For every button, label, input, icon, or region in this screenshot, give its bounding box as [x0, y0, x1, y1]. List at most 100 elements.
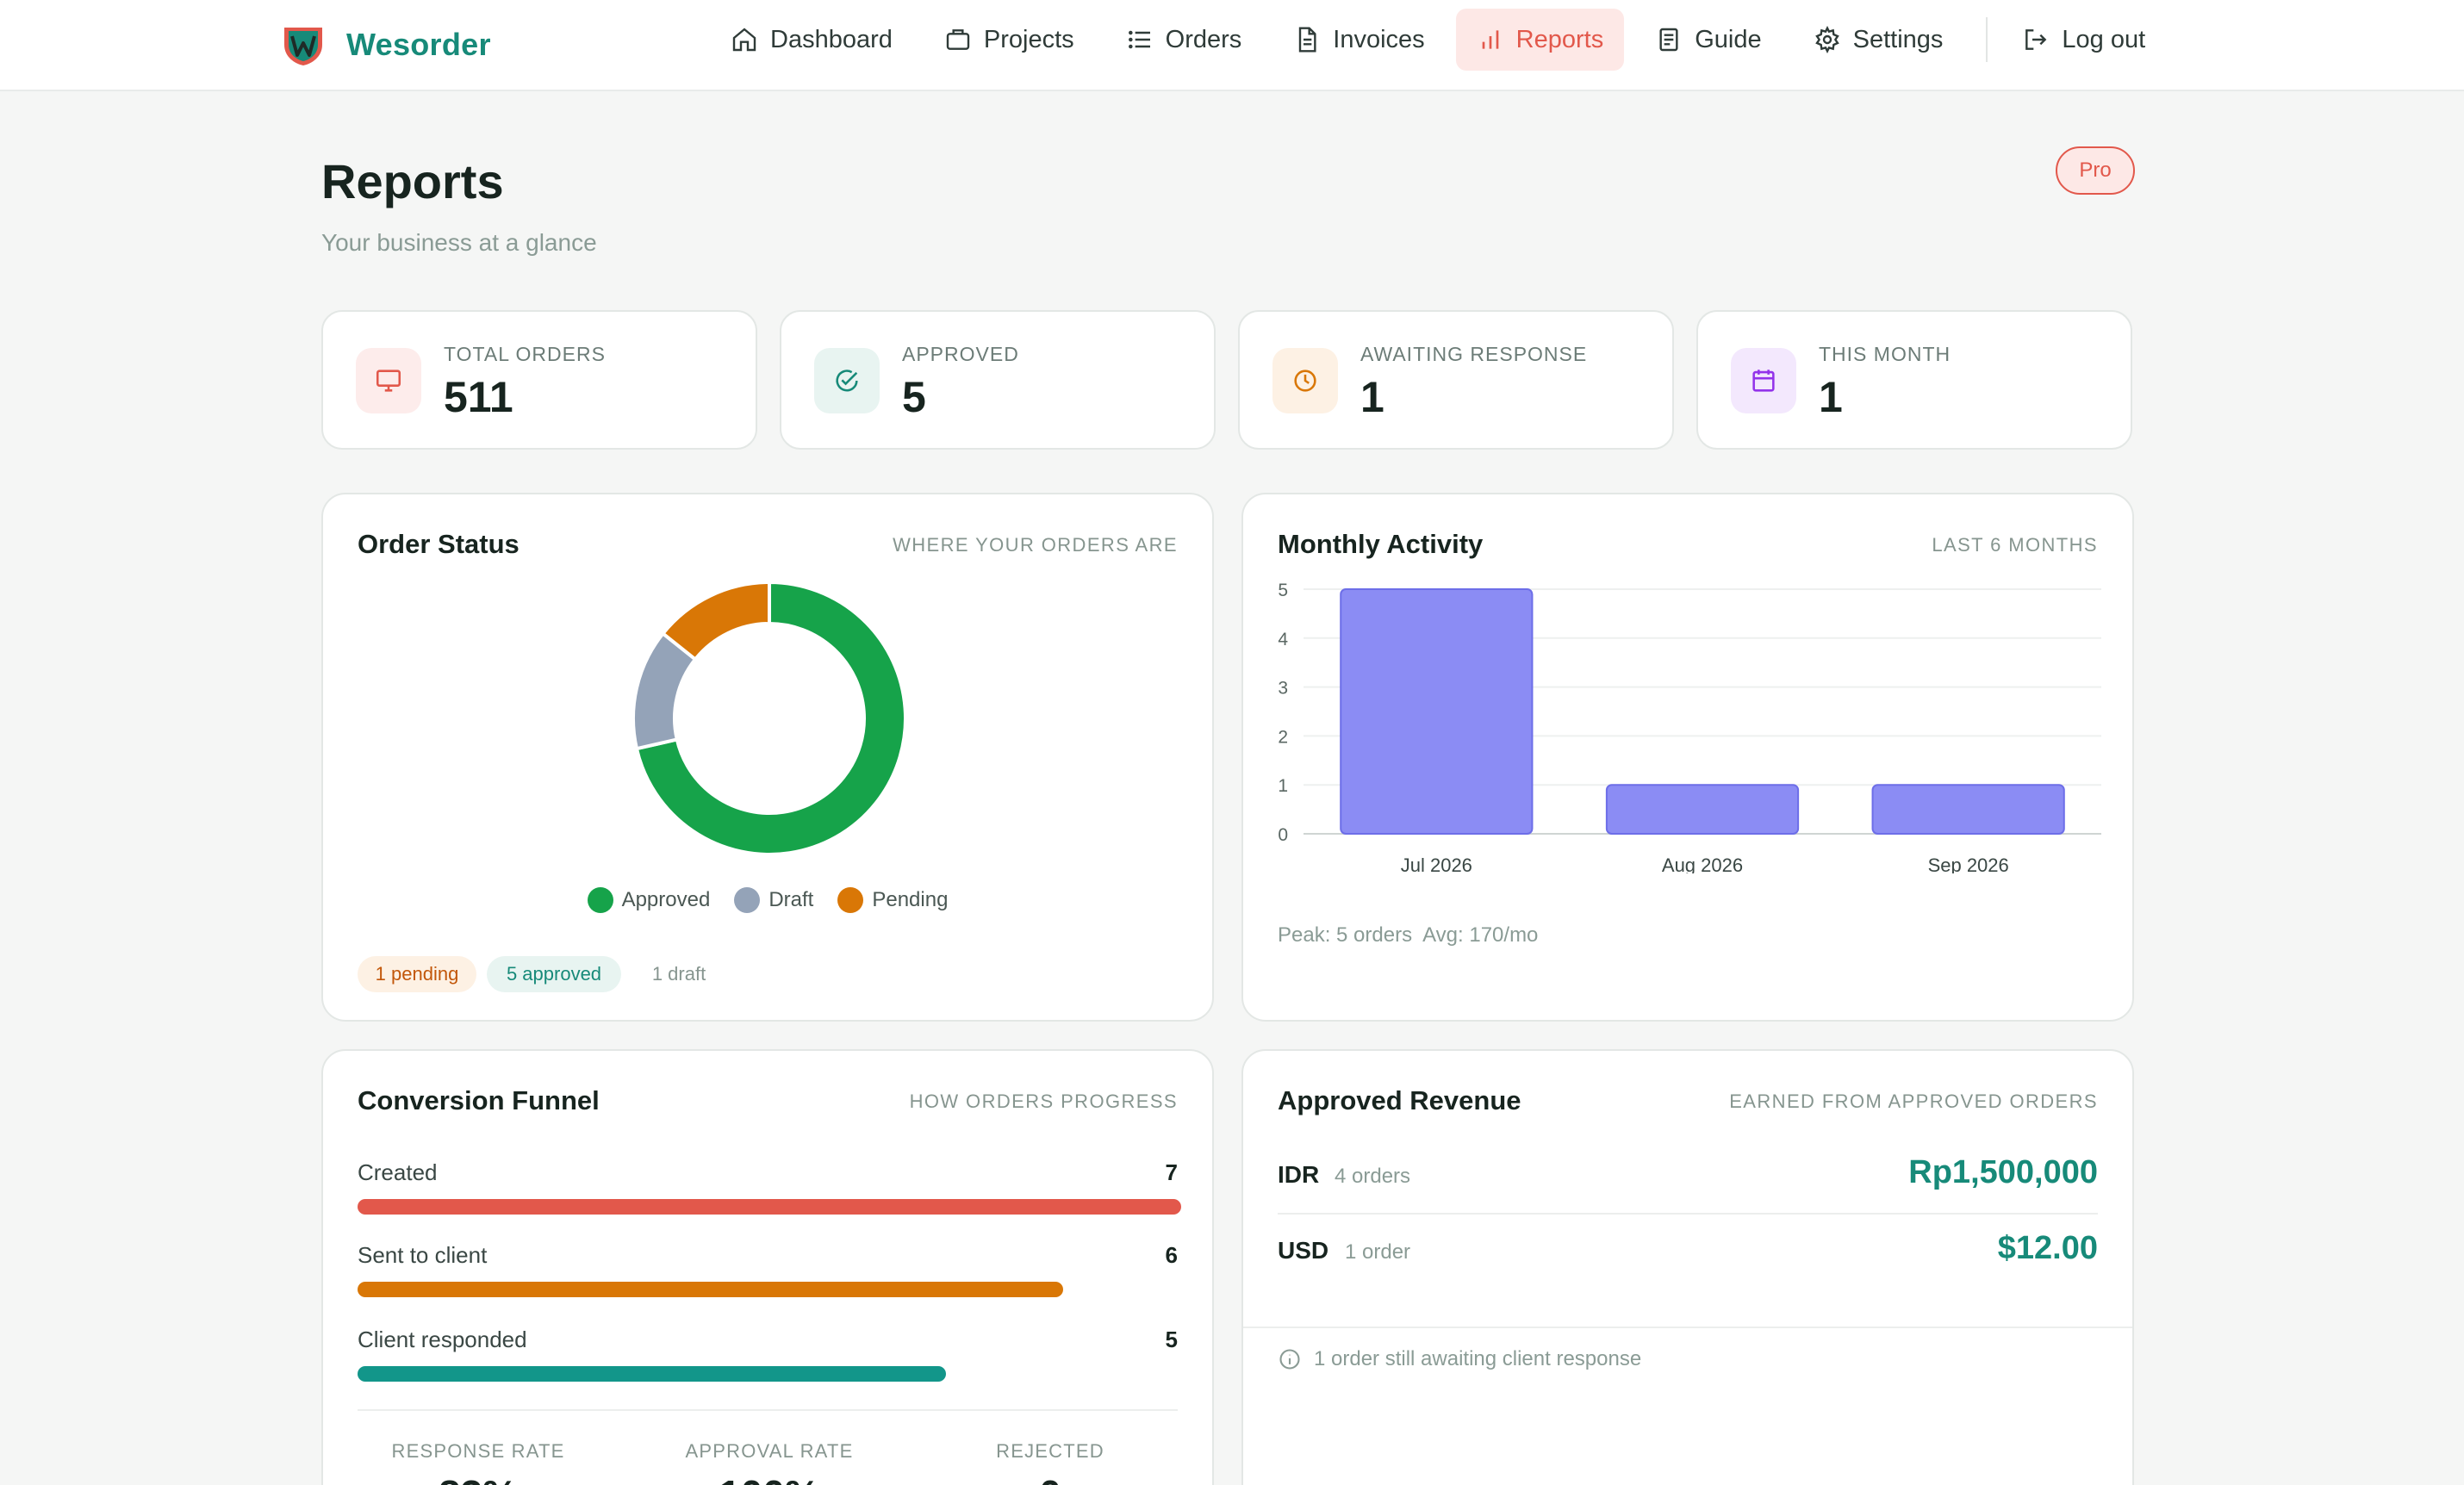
- bar-chart-icon: [1482, 30, 1499, 49]
- document-icon: [1299, 27, 1316, 53]
- y-tick-label: 4: [1278, 630, 1288, 649]
- pro-badge: Pro: [2056, 146, 2135, 195]
- donut-slice-approved[interactable]: [634, 581, 907, 856]
- y-tick-label: 0: [1278, 825, 1288, 845]
- legend-dot: [587, 887, 613, 913]
- legend-label: Pending: [872, 888, 949, 911]
- home-icon: [732, 28, 756, 52]
- funnel-value-sent: 6: [1165, 1242, 1178, 1268]
- stat-icon-wrap: [1272, 348, 1338, 413]
- bar-aug-2026[interactable]: [1605, 784, 1800, 835]
- main-nav: Dashboard Projects Orders Invoices Repor…: [710, 9, 2176, 71]
- stat-label: THIS MONTH: [1819, 343, 1951, 365]
- monthly-activity-bar-chart: 0 1 2 3 4 5 Jul 2026 Aug 2026 Sep 2026: [1278, 581, 2101, 873]
- conversion-funnel-panel: Conversion Funnel HOW ORDERS PROGRESS Cr…: [321, 1049, 1214, 1485]
- x-tick-label: Sep 2026: [1928, 854, 2009, 873]
- panel-tag: EARNED FROM APPROVED ORDERS: [1729, 1090, 2098, 1112]
- revenue-note-text: 1 order still awaiting client response: [1314, 1347, 1642, 1370]
- rejected-value: 0: [921, 1471, 1179, 1485]
- y-tick-label: 3: [1278, 679, 1288, 699]
- nav-item-projects[interactable]: Projects: [924, 9, 1095, 71]
- stat-card-this-month: THIS MONTH 1: [1696, 310, 2132, 450]
- nav-item-invoices[interactable]: Invoices: [1272, 9, 1445, 71]
- brand[interactable]: Wesorder: [281, 19, 491, 71]
- donut-slice-pending[interactable]: [660, 581, 771, 662]
- calendar-icon: [1752, 370, 1775, 392]
- briefcase-icon: [946, 29, 970, 50]
- panel-title: Order Status: [358, 529, 520, 559]
- funnel-bar-sent: [358, 1282, 1064, 1297]
- stat-icon-wrap: [356, 348, 421, 413]
- page-subtitle: Your business at a glance: [321, 229, 597, 256]
- revenue-currency: IDR: [1278, 1161, 1320, 1188]
- funnel-label-created: Created: [358, 1159, 438, 1185]
- stat-value: 5: [902, 373, 926, 421]
- approved-revenue-panel: Approved Revenue EARNED FROM APPROVED OR…: [1241, 1049, 2134, 1485]
- response-rate-value: 83%: [349, 1471, 607, 1485]
- revenue-divider: [1243, 1327, 2132, 1328]
- revenue-row-usd: USD 1 order $12.00: [1278, 1215, 2098, 1290]
- legend-label: Draft: [768, 888, 814, 911]
- nav-item-dashboard[interactable]: Dashboard: [710, 9, 913, 71]
- nav-item-reports[interactable]: Reports: [1455, 9, 1625, 71]
- stat-card-total-orders: TOTAL ORDERS 511: [321, 310, 757, 450]
- legend-dot: [734, 887, 761, 913]
- response-rate-label: RESPONSE RATE: [391, 1440, 565, 1462]
- funnel-label-sent: Sent to client: [358, 1242, 488, 1268]
- page-title: Reports: [321, 154, 504, 208]
- brand-name: Wesorder: [346, 27, 491, 62]
- panel-title: Conversion Funnel: [358, 1085, 600, 1115]
- approved-chip[interactable]: 5 approved: [487, 956, 621, 992]
- order-status-donut-chart: [632, 581, 907, 856]
- nav-item-guide[interactable]: Guide: [1634, 9, 1782, 71]
- logout-button[interactable]: Log out: [2001, 9, 2166, 71]
- funnel-value-created: 7: [1165, 1159, 1178, 1185]
- stat-card-awaiting-response: AWAITING RESPONSE 1: [1238, 310, 1674, 450]
- stat-label: TOTAL ORDERS: [444, 343, 606, 365]
- bar-jul-2026[interactable]: [1340, 588, 1534, 835]
- panel-title: Monthly Activity: [1278, 529, 1484, 559]
- check-circle-icon: [836, 370, 858, 392]
- list-icon: [1128, 30, 1150, 49]
- approval-rate-label: APPROVAL RATE: [685, 1440, 854, 1462]
- legend-item-pending: Pending: [837, 887, 948, 913]
- info-icon: [1279, 1349, 1300, 1370]
- panel-tag: LAST 6 MONTHS: [1932, 534, 2098, 556]
- chart-footer-stats: Peak: 5 orders Avg: 170/mo: [1278, 923, 1539, 947]
- revenue-amount: Rp1,500,000: [1908, 1154, 2098, 1190]
- draft-chip[interactable]: 1 draft: [651, 963, 706, 985]
- panel-tag: WHERE YOUR ORDERS ARE: [893, 534, 1178, 556]
- logout-label: Log out: [2062, 25, 2146, 53]
- nav-label-guide: Guide: [1695, 25, 1762, 53]
- stat-label: AWAITING RESPONSE: [1360, 343, 1588, 365]
- pending-chip[interactable]: 1 pending: [358, 956, 476, 992]
- y-tick-label: 1: [1278, 776, 1288, 796]
- monitor-icon: [376, 370, 401, 392]
- revenue-order-count: 1 order: [1345, 1240, 1411, 1264]
- funnel-divider: [358, 1409, 1178, 1411]
- funnel-label-responded: Client responded: [358, 1327, 527, 1352]
- nav-label-projects: Projects: [983, 25, 1074, 53]
- legend-item-draft: Draft: [734, 887, 813, 913]
- funnel-bar-created: [358, 1199, 1181, 1215]
- legend-dot: [837, 887, 864, 913]
- x-tick-label: Aug 2026: [1662, 854, 1743, 873]
- donut-legend: Approved Draft Pending: [323, 887, 1212, 913]
- stat-icon-wrap: [814, 348, 880, 413]
- wesorder-logo-icon: [284, 28, 322, 65]
- nav-label-invoices: Invoices: [1333, 25, 1425, 53]
- stat-value: 511: [444, 373, 513, 421]
- approval-rate-value: 100%: [640, 1471, 899, 1485]
- nav-label-reports: Reports: [1515, 25, 1604, 53]
- nav-item-settings[interactable]: Settings: [1793, 9, 1964, 71]
- stat-value: 1: [1360, 373, 1384, 421]
- revenue-row-idr: IDR 4 orders Rp1,500,000: [1278, 1139, 2098, 1215]
- funnel-value-responded: 5: [1165, 1327, 1178, 1352]
- stat-card-approved: APPROVED 5: [780, 310, 1216, 450]
- panel-title: Approved Revenue: [1278, 1085, 1521, 1115]
- monthly-activity-panel: Monthly Activity LAST 6 MONTHS 0 1 2 3 4 5 Jul…: [1241, 493, 2134, 1022]
- bar-sep-2026[interactable]: [1871, 784, 2065, 835]
- nav-divider: [1986, 17, 1988, 62]
- nav-item-orders[interactable]: Orders: [1105, 9, 1263, 71]
- order-status-panel: Order Status WHERE YOUR ORDERS ARE Appro…: [321, 493, 1214, 1022]
